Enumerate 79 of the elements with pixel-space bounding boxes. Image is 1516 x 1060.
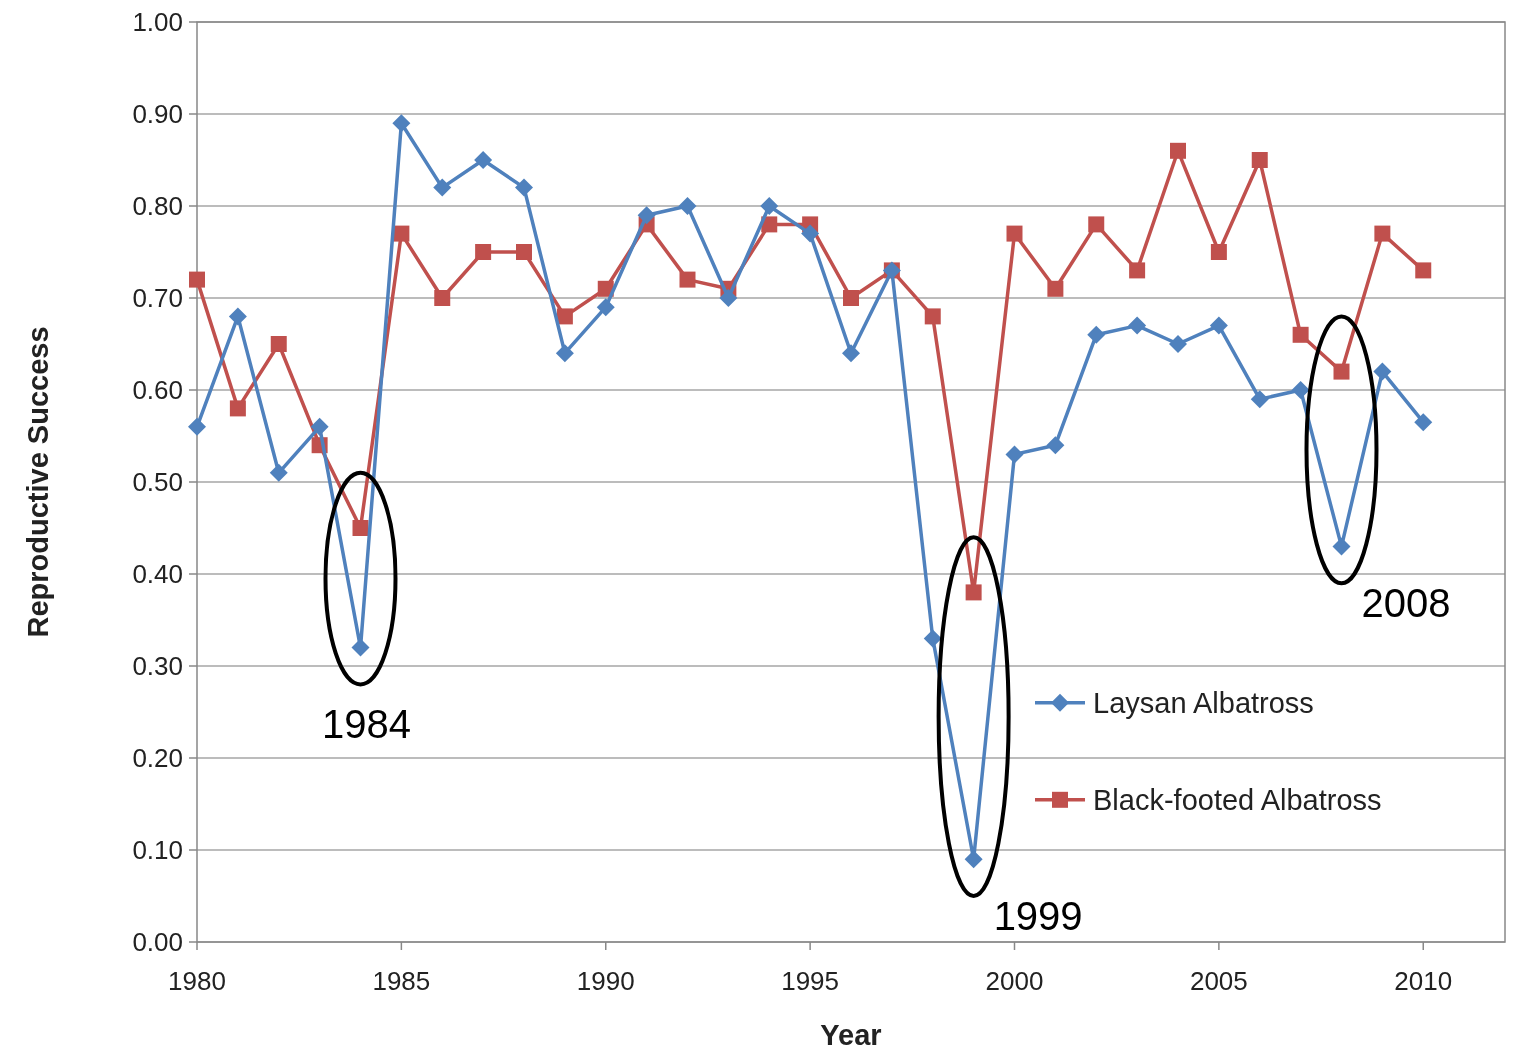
point (1374, 225, 1391, 242)
x-tick-label: 1980 (168, 966, 226, 996)
x-tick-label: 2010 (1394, 966, 1453, 996)
y-tick-label: 0.60 (132, 375, 183, 406)
point (1415, 262, 1432, 279)
point (1209, 316, 1228, 335)
y-tick-label: 0.20 (132, 743, 183, 774)
point (310, 417, 329, 436)
point (760, 197, 779, 215)
point (964, 850, 983, 869)
point (229, 400, 246, 417)
point (392, 114, 411, 133)
point (843, 290, 859, 306)
point (1373, 362, 1392, 381)
point (1291, 381, 1310, 399)
point (475, 244, 492, 260)
y-tick-label: 0.50 (132, 467, 183, 498)
point (352, 520, 369, 536)
x-tick-label: 2000 (985, 966, 1044, 996)
point (1046, 436, 1065, 455)
y-tick-label: 1.00 (132, 7, 183, 38)
annotation: 2008 (1361, 581, 1451, 626)
y-axis-title: Reproductive Success (22, 326, 54, 638)
point (1128, 316, 1147, 335)
point (434, 290, 451, 306)
point (923, 629, 942, 648)
point (1332, 537, 1351, 556)
point (1169, 335, 1187, 353)
legend-label: Laysan Albatross (1093, 686, 1314, 719)
point (719, 289, 738, 307)
point (1087, 325, 1106, 344)
point (637, 206, 656, 225)
point (924, 308, 941, 325)
annotation: 1999 (993, 894, 1083, 938)
point (1210, 244, 1227, 260)
point (965, 584, 982, 601)
point (1414, 413, 1433, 432)
point (1333, 363, 1350, 380)
point (393, 225, 410, 242)
point (1005, 445, 1024, 464)
point (474, 151, 493, 169)
point (270, 336, 287, 352)
point (679, 271, 696, 288)
point (433, 178, 452, 197)
x-tick-label: 1995 (781, 966, 840, 996)
point (842, 344, 860, 363)
point (1292, 326, 1309, 343)
point (515, 178, 533, 197)
x-axis-title: Year (820, 1019, 882, 1051)
y-tick-label: 0.70 (132, 283, 183, 314)
legend-label: Black-footed Albatross (1093, 783, 1382, 816)
point (1170, 142, 1186, 159)
point (516, 244, 532, 260)
y-tick-label: 0.40 (132, 559, 183, 590)
x-tick-label: 2005 (1189, 966, 1248, 996)
point (596, 298, 615, 317)
point (1251, 152, 1268, 168)
point (1250, 390, 1269, 409)
annotation: 1984 (322, 702, 411, 747)
y-tick-label: 0.00 (132, 927, 183, 958)
point (1129, 262, 1146, 279)
point (188, 417, 206, 436)
y-tick-label: 0.80 (132, 191, 183, 222)
point (228, 307, 247, 326)
y-tick-label: 0.10 (132, 835, 183, 866)
y-tick-label: 0.30 (132, 651, 183, 682)
point (1006, 225, 1023, 242)
point (1088, 216, 1105, 233)
point (555, 344, 574, 363)
y-tick-label: 0.90 (132, 99, 183, 130)
x-tick-label: 1985 (372, 966, 431, 996)
point (556, 308, 573, 325)
point (269, 463, 288, 482)
point (678, 197, 697, 215)
point (801, 224, 820, 243)
point (189, 271, 205, 288)
point (1047, 280, 1064, 297)
x-tick-label: 1990 (576, 966, 635, 996)
point (351, 638, 370, 657)
